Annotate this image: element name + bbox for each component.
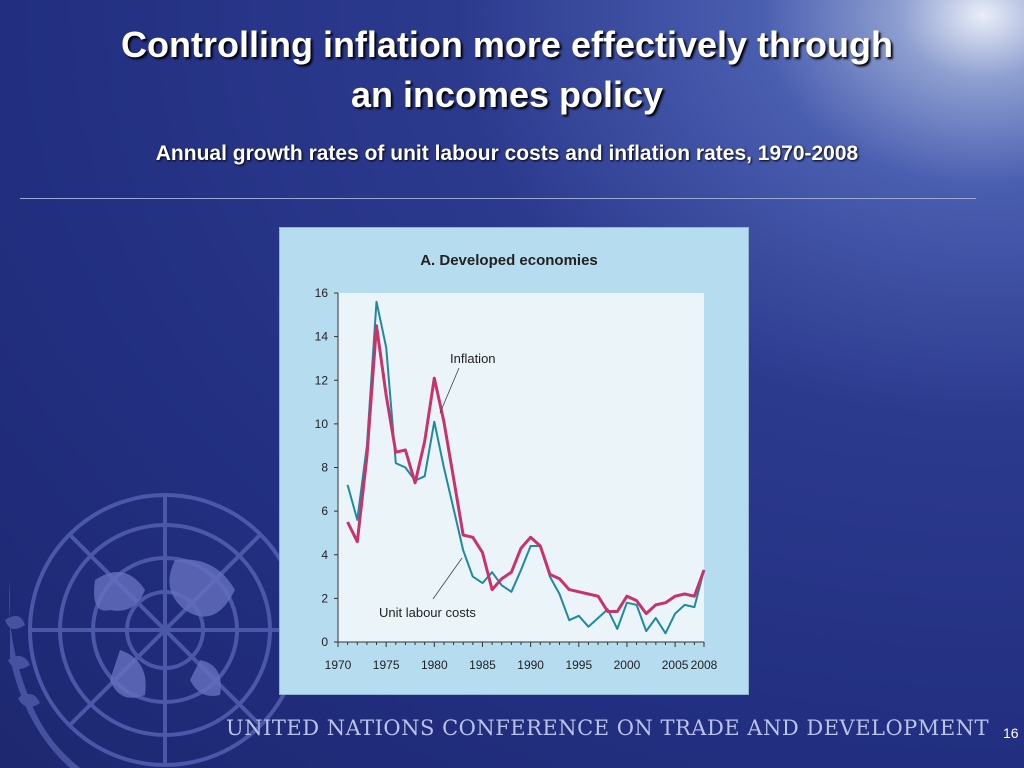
annotation-unit-labour-costs: Unit labour costs [379,557,476,620]
y-tick-label: 0 [321,635,328,649]
slide-subtitle: Annual growth rates of unit labour costs… [155,142,859,165]
divider-line [20,198,976,199]
x-tick-label: 1985 [469,658,496,672]
x-tick-label: 1970 [325,658,352,672]
inflation-leader-line [439,367,460,414]
y-tick-label: 2 [321,591,328,605]
y-tick-label: 12 [315,373,329,387]
y-tick-label: 4 [321,548,328,562]
chart-title: A. Developed economies [420,252,598,269]
x-tick-label: 2000 [614,658,641,672]
ulc-leader-line [432,557,463,600]
annotation-inflation: Inflation [439,351,496,414]
axes: 0 2 4 6 8 10 12 14 16 1970 1975 1980 1985 1990 1995 200… [315,286,718,672]
slide-title: Controlling inflation more effectively t… [20,20,994,120]
y-tick-label: 6 [321,504,328,518]
series-layer [346,300,706,635]
footer-organization: UNITED NATIONS CONFERENCE ON TRADE AND D… [226,716,990,740]
slide-title-line-2: an incomes policy [350,74,664,115]
plot-area [338,293,704,642]
x-tick-label: 1995 [565,658,592,672]
x-tick-label: 2008 [691,658,718,672]
unit-labour-costs-label: Unit labour costs [379,605,476,620]
inflation-label: Inflation [450,351,496,366]
x-tick-label: 1990 [517,658,544,672]
chart-panel: A. Developed economies 0 2 4 6 8 10 12 14 16 1970… [279,227,749,695]
y-tick-label: 8 [321,461,328,475]
un-emblem-watermark [5,493,300,768]
x-tick-label: 2005 [662,658,689,672]
x-tick-label: 1975 [373,658,400,672]
series-line-unit-labour-costs [346,300,705,635]
x-tick-label: 1980 [421,658,448,672]
slide-title-line-1: Controlling inflation more effectively t… [120,24,893,65]
y-tick-label: 14 [315,330,329,344]
line-chart: A. Developed economies 0 2 4 6 8 10 12 14 16 1970… [315,252,718,672]
y-tick-label: 10 [315,417,329,431]
page-number: 16 [1003,725,1019,741]
series-line-inflation [346,324,706,616]
y-tick-label: 16 [315,286,329,300]
